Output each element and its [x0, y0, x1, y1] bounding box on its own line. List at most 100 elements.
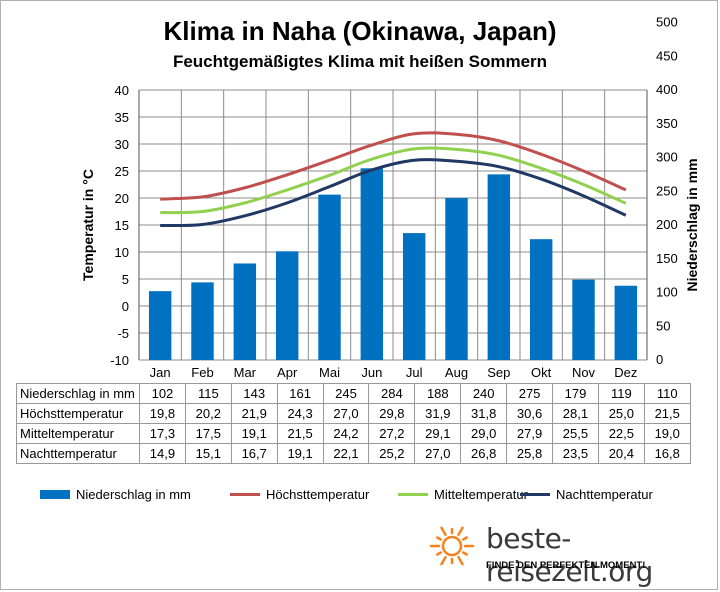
table-cell: 21,5	[643, 403, 691, 424]
axis-ticks: -10 0-55001005150102001525020300253503040…	[110, 15, 678, 381]
table-cell: 26,8	[460, 443, 508, 464]
legend-swatch	[520, 493, 550, 496]
y-right-tick-label: 200	[656, 217, 678, 232]
table-cell: 25,2	[368, 443, 416, 464]
table-cell: 27,0	[322, 403, 370, 424]
x-tick-label: Sep	[487, 365, 510, 380]
brand-logo: beste-reisezeit.org FINDE DEN PERFEKTEN …	[428, 520, 713, 588]
table-cell: 20,4	[597, 443, 645, 464]
precipitation-bar	[275, 251, 299, 360]
table-cell: 23,5	[552, 443, 599, 464]
legend-item: Höchsttemperatur	[230, 487, 369, 502]
table-row-label: Höchsttemperatur	[16, 403, 140, 424]
table-cell: 240	[460, 383, 508, 404]
brand-name: beste-reisezeit.org	[486, 522, 653, 588]
precipitation-bar	[360, 168, 384, 360]
y-left-tick-label: 5	[122, 272, 129, 287]
precipitation-bar	[191, 282, 214, 360]
sun-icon	[429, 526, 475, 566]
table-cell: 161	[276, 383, 324, 404]
y-left-tick-label: 0	[122, 299, 129, 314]
y-right-tick-label: 400	[656, 82, 678, 97]
precipitation-bars	[148, 168, 638, 360]
table-cell: 143	[230, 383, 278, 404]
table-cell: 24,2	[322, 423, 370, 444]
legend-item: Mitteltemperatur	[398, 487, 528, 502]
table-cell: 29,0	[460, 423, 508, 444]
table-row-label: Mitteltemperatur	[16, 423, 140, 444]
table-cell: 21,9	[230, 403, 278, 424]
precipitation-bar	[233, 263, 257, 360]
y-axis-left-title: Temperatur in °C	[80, 169, 96, 281]
table-cell: 188	[414, 383, 462, 404]
y-axis-right-title: Niederschlag in mm	[684, 158, 700, 291]
table-cell: 29,1	[414, 423, 462, 444]
legend-label: Höchsttemperatur	[266, 487, 370, 502]
legend-label: Mitteltemperatur	[434, 487, 528, 502]
legend-label: Nachttemperatur	[556, 487, 653, 502]
legend-swatch	[230, 493, 260, 496]
x-tick-label: Dez	[614, 365, 637, 380]
legend-item: Nachttemperatur	[520, 487, 653, 502]
table-cell: 119	[597, 383, 645, 404]
y-right-tick-label: 150	[656, 251, 678, 266]
y-right-tick-label: 0	[656, 352, 663, 367]
precipitation-bar	[572, 279, 595, 360]
temperature-lines	[160, 131, 627, 228]
table-cell: 30,6	[506, 403, 554, 424]
table-cell: 27,9	[506, 423, 554, 444]
y-left-tick-label: 10	[115, 245, 129, 260]
brand-tagline: FINDE DEN PERFEKTEN MOMENT!	[486, 560, 646, 571]
x-tick-label: Apr	[277, 365, 298, 380]
table-row: Höchsttemperatur 19,8 20,2 21,9 24,3 27,0 29,8…	[16, 403, 691, 424]
y-right-tick-label: 300	[656, 150, 678, 165]
chart-title: Klima in Naha (Okinawa, Japan)	[163, 16, 557, 46]
table-row: Mitteltemperatur 17,3 17,5 19,1 21,5 24,2 27,2…	[16, 423, 691, 444]
table-cell: 25,8	[506, 443, 554, 464]
precipitation-bar	[148, 291, 172, 360]
table-cell: 16,7	[230, 443, 278, 464]
x-tick-label: Jun	[361, 365, 382, 380]
chart-legend: Niederschlag in mm Höchsttemperatur Mittel…	[40, 487, 700, 505]
line-nachttemperatur	[160, 158, 627, 228]
table-row-label: Niederschlag in mm	[16, 383, 140, 404]
x-tick-label: Jan	[150, 365, 171, 380]
y-right-tick-label: 100	[656, 285, 678, 300]
table-cell: 31,9	[414, 403, 462, 424]
y-right-tick-label: 500	[656, 15, 678, 30]
table-cell: 29,8	[368, 403, 416, 424]
x-tick-label: Mar	[234, 365, 257, 380]
table-cell: 115	[184, 383, 232, 404]
table-cell: 19,1	[276, 443, 324, 464]
table-cell: 20,2	[184, 403, 232, 424]
table-cell: 24,3	[276, 403, 324, 424]
x-tick-label: Mai	[319, 365, 340, 380]
precipitation-bar	[318, 194, 341, 360]
table-cell: 25,0	[597, 403, 645, 424]
table-cell: 25,5	[552, 423, 599, 444]
y-left-tick-label: 30	[115, 137, 129, 152]
line-mitteltemperatur	[160, 146, 627, 215]
legend-label: Niederschlag in mm	[76, 487, 191, 502]
precipitation-bar	[445, 198, 468, 360]
table-row: Niederschlag in mm 102 115 143 161 245 284 188 2…	[16, 383, 691, 404]
y-left-tick-label: -10	[110, 353, 129, 368]
x-tick-label: Okt	[531, 365, 552, 380]
table-cell: 110	[643, 383, 691, 404]
climate-data-table: Niederschlag in mm 102 115 143 161 245 284 188 2…	[16, 383, 691, 464]
table-cell: 102	[139, 383, 186, 404]
table-cell: 16,8	[643, 443, 691, 464]
y-right-tick-label: 50	[656, 318, 670, 333]
precipitation-bar	[487, 174, 511, 360]
precipitation-bar	[529, 239, 553, 360]
table-cell: 22,1	[322, 443, 370, 464]
table-cell: 21,5	[276, 423, 324, 444]
y-right-tick-label: 450	[656, 48, 678, 63]
y-left-tick-label: 35	[115, 110, 129, 125]
table-cell: 275	[506, 383, 554, 404]
table-cell: 284	[368, 383, 416, 404]
table-cell: 19,0	[643, 423, 691, 444]
grid-lines	[138, 89, 648, 361]
x-tick-label: Feb	[191, 365, 213, 380]
